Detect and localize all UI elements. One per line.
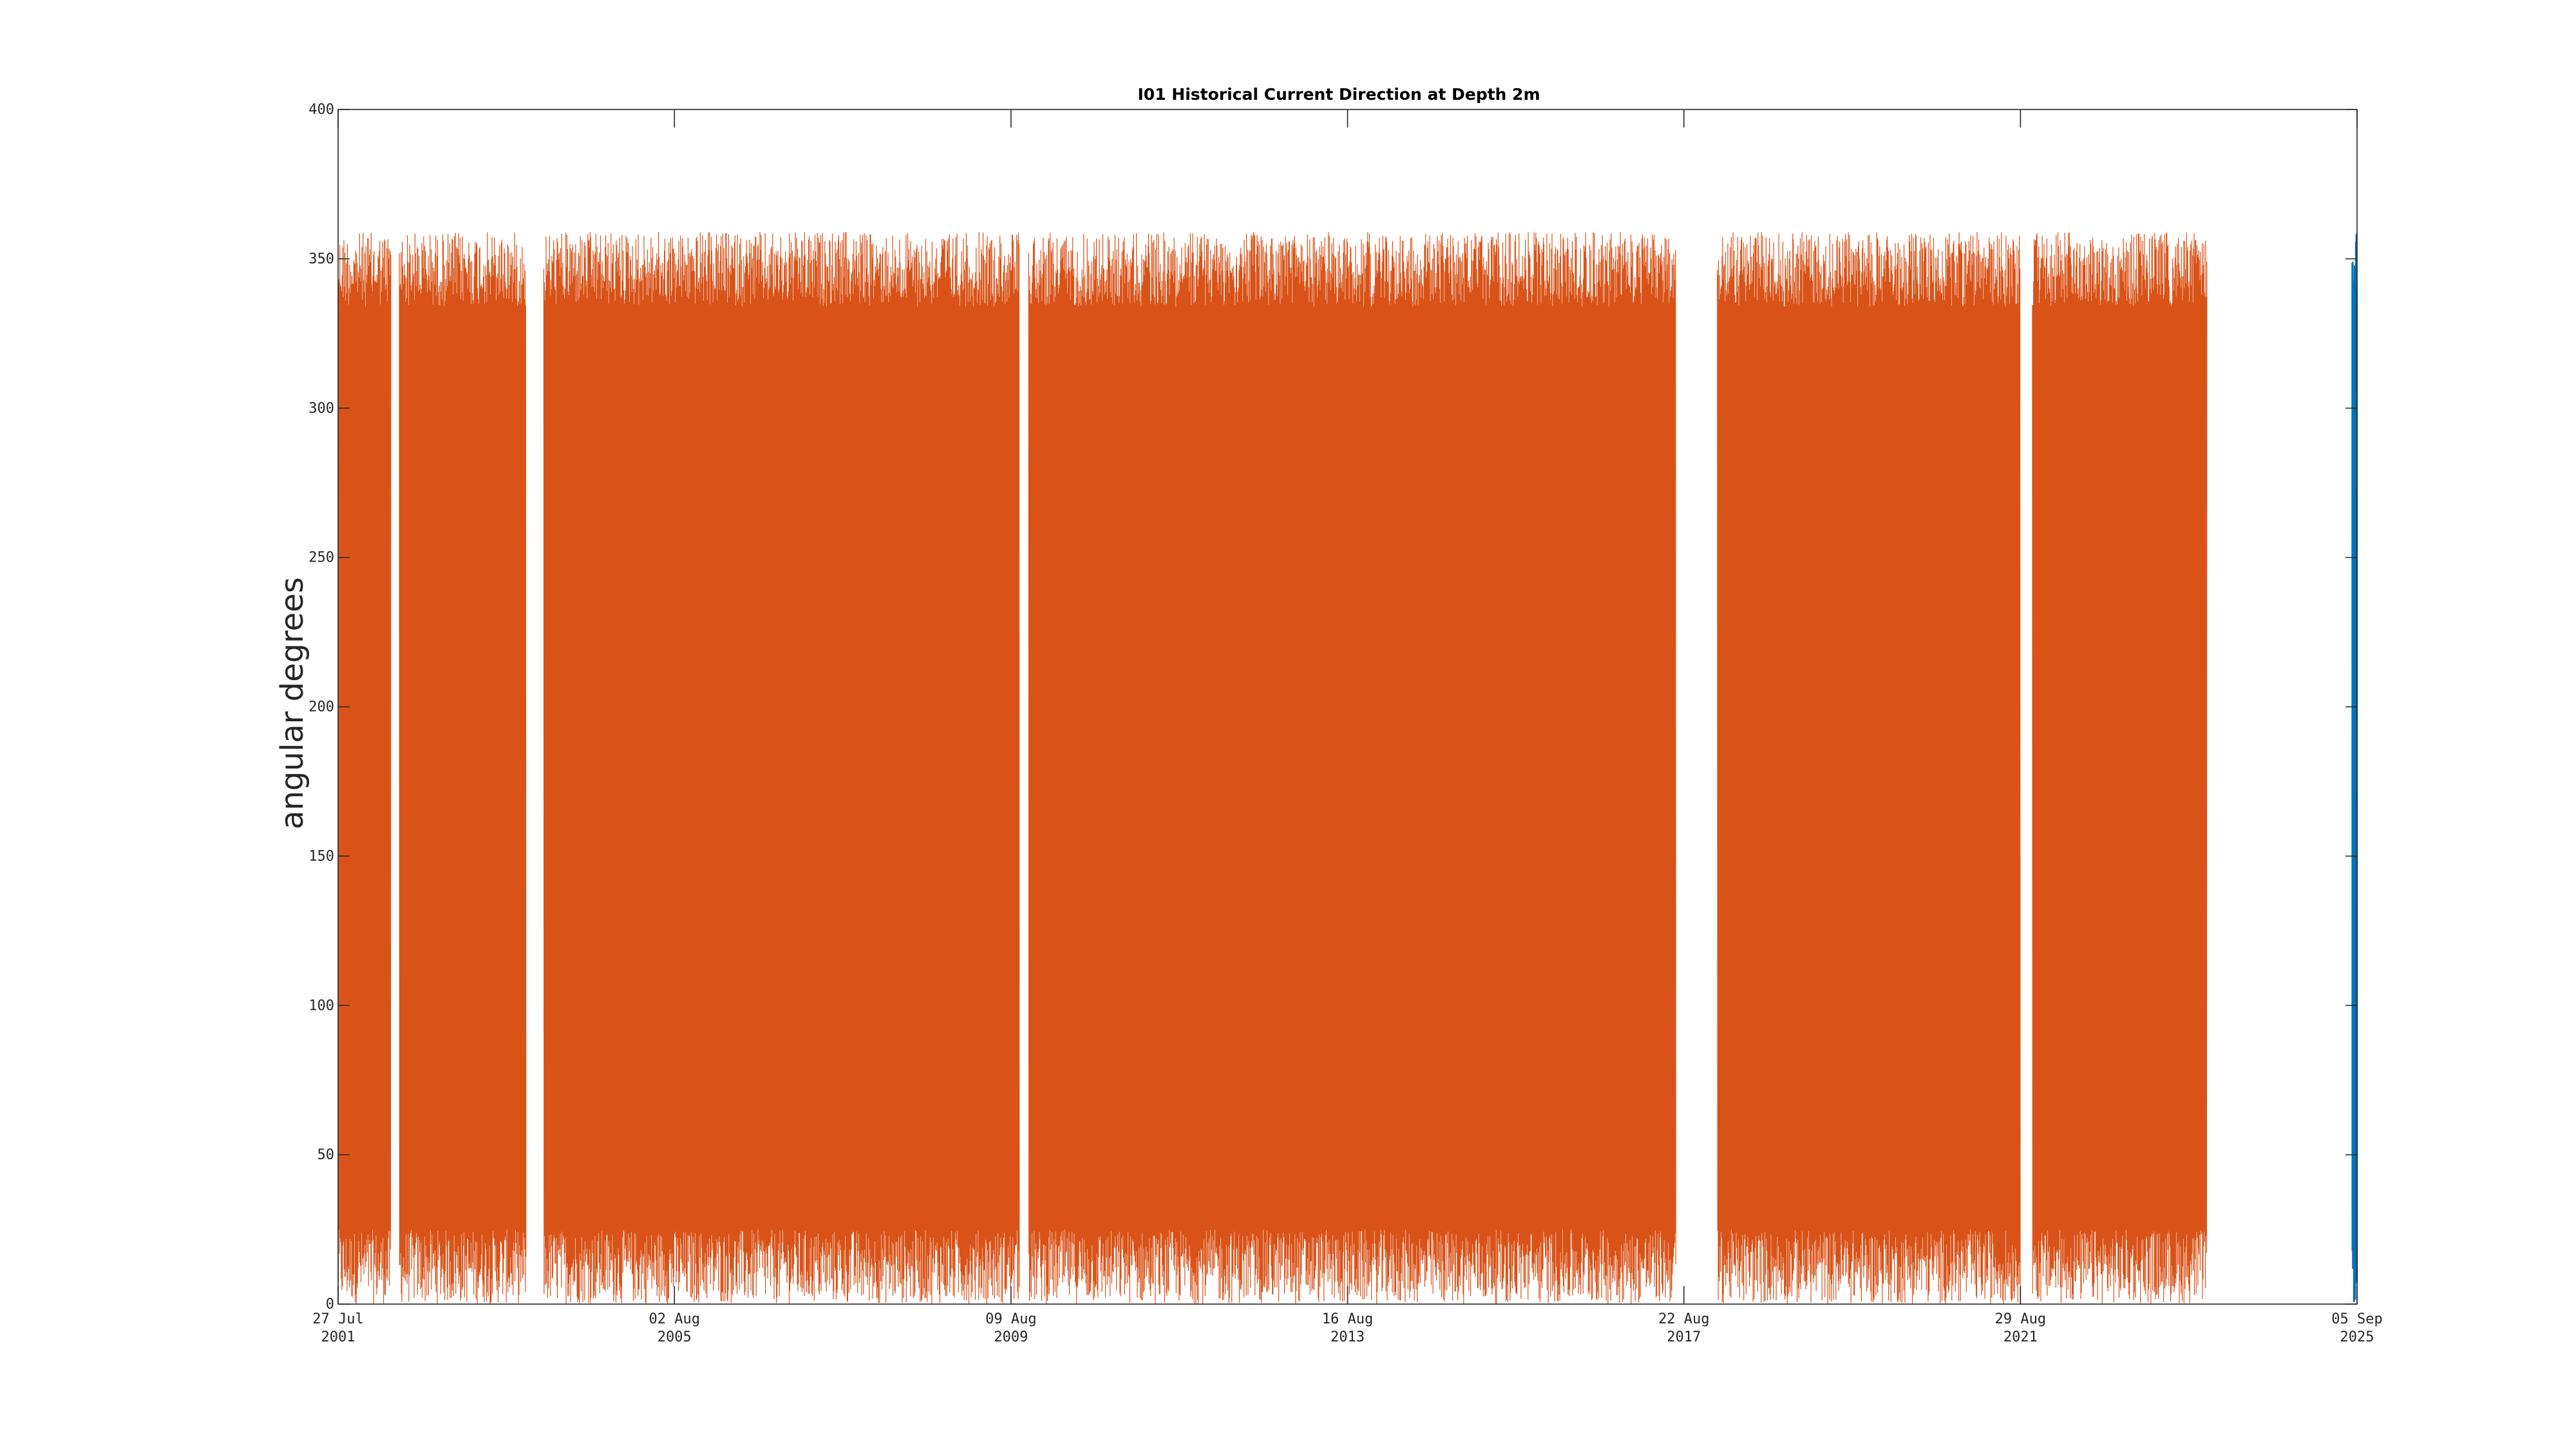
- x-tick-label-year: 2009: [994, 1329, 1028, 1345]
- x-tick-label-year: 2021: [2003, 1329, 2038, 1345]
- chart-title: I01 Historical Current Direction at Dept…: [1137, 85, 1540, 104]
- series-layer: [337, 232, 2358, 1305]
- x-tick-label-date: 29 Aug: [1995, 1311, 2046, 1327]
- x-tick-label-year: 2017: [1667, 1329, 1701, 1345]
- y-tick-label: 350: [308, 251, 334, 267]
- x-tick-label-date: 27 Jul: [312, 1311, 363, 1327]
- series-1: [337, 232, 2208, 1305]
- series-2-segment-1: [2351, 234, 2358, 1303]
- y-tick-label: 300: [308, 401, 334, 417]
- y-tick-label: 150: [308, 848, 334, 864]
- series-1-segment-6: [2032, 232, 2208, 1304]
- y-tick-label: 250: [308, 550, 334, 566]
- series-1-segment-5: [1717, 232, 2021, 1304]
- series-1-segment-3: [543, 232, 1020, 1305]
- x-tick-label-year: 2005: [658, 1329, 692, 1345]
- y-tick-label: 100: [308, 998, 334, 1014]
- x-tick-label-date: 16 Aug: [1322, 1311, 1373, 1327]
- x-tick-label-date: 09 Aug: [985, 1311, 1036, 1327]
- x-tick-label-date: 02 Aug: [649, 1311, 700, 1327]
- x-tick-label-year: 2001: [321, 1329, 355, 1345]
- x-tick-label-date: 05 Sep: [2331, 1311, 2382, 1327]
- series-1-segment-4: [1028, 232, 1676, 1304]
- axes-layer: 0 50 100 150 200 250 300 350 400 27 Jul 2001 02 Aug…: [308, 102, 2382, 1345]
- series-2: [2351, 234, 2358, 1303]
- x-tick-label-year: 2013: [1331, 1329, 1365, 1345]
- x-tick-label-date: 22 Aug: [1658, 1311, 1709, 1327]
- y-tick-label: 400: [308, 102, 334, 118]
- series-1-segment-2: [399, 232, 527, 1304]
- y-tick-label: 50: [317, 1147, 335, 1163]
- x-tick-label-year: 2025: [2340, 1329, 2374, 1345]
- series-1-segment-1: [337, 232, 392, 1304]
- y-tick-label: 200: [308, 699, 334, 715]
- y-tick-label: 0: [326, 1296, 334, 1312]
- y-axis-label: angular degrees: [274, 577, 310, 829]
